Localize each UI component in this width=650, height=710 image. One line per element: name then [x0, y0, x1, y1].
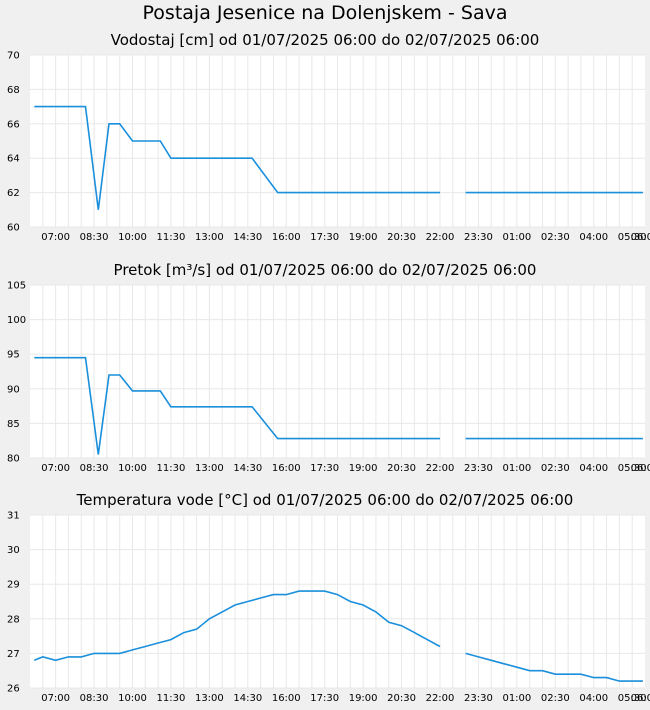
y-tick-label: 62: [7, 188, 20, 199]
x-tick-label: 10:00: [118, 232, 147, 243]
x-tick-label: 13:00: [195, 463, 224, 474]
y-tick-label: 31: [7, 511, 20, 522]
x-tick-label: 20:30: [387, 463, 416, 474]
x-tick-label: 01:00: [502, 693, 531, 704]
y-tick-label: 30: [7, 545, 20, 556]
x-tick-label: 07:00: [41, 232, 70, 243]
series-line: [34, 356, 440, 455]
x-tick-label: 01:00: [502, 232, 531, 243]
x-tick-label: 11:30: [157, 693, 186, 704]
water-level-chart: Vodostaj [cm] od 01/07/2025 06:00 do 02/…: [7, 31, 650, 243]
y-tick-label: 27: [7, 649, 20, 660]
x-tick-label: 01:00: [502, 463, 531, 474]
y-tick-label: 66: [7, 119, 20, 130]
x-tick-label: 16:00: [272, 463, 301, 474]
x-tick-label: 08:30: [80, 463, 109, 474]
y-tick-label: 64: [7, 154, 20, 165]
chart-title: Vodostaj [cm] od 01/07/2025 06:00 do 02/…: [111, 31, 540, 49]
y-tick-label: 90: [7, 384, 20, 395]
x-tick-label: 07:00: [41, 693, 70, 704]
x-tick-label: 13:00: [195, 693, 224, 704]
x-tick-label: 06:00: [631, 693, 650, 704]
y-tick-label: 26: [7, 684, 20, 695]
y-tick-label: 85: [7, 419, 20, 430]
y-tick-label: 95: [7, 350, 20, 361]
x-tick-label: 23:30: [464, 463, 493, 474]
x-tick-label: 10:00: [118, 463, 147, 474]
x-tick-label: 06:00: [631, 232, 650, 243]
discharge-chart: Pretok [m³/s] od 01/07/2025 06:00 do 02/…: [7, 261, 650, 474]
x-tick-label: 11:30: [157, 232, 186, 243]
series-line: [34, 105, 440, 210]
x-tick-label: 04:00: [579, 232, 608, 243]
x-tick-label: 13:00: [195, 232, 224, 243]
y-tick-label: 105: [7, 281, 26, 292]
x-tick-label: 20:30: [387, 232, 416, 243]
x-tick-label: 02:30: [541, 693, 570, 704]
y-tick-label: 100: [7, 315, 26, 326]
x-tick-label: 14:30: [233, 693, 262, 704]
y-tick-label: 28: [7, 614, 20, 625]
x-tick-label: 17:30: [310, 463, 339, 474]
x-tick-label: 19:00: [349, 693, 378, 704]
x-tick-label: 14:30: [233, 232, 262, 243]
y-tick-label: 68: [7, 85, 20, 96]
page-title: Postaja Jesenice na Dolenjskem - Sava: [142, 2, 508, 24]
x-tick-label: 11:30: [157, 463, 186, 474]
x-tick-label: 23:30: [464, 693, 493, 704]
x-tick-label: 08:30: [80, 232, 109, 243]
x-tick-label: 22:00: [426, 463, 455, 474]
x-tick-label: 10:00: [118, 693, 147, 704]
x-tick-label: 17:30: [310, 232, 339, 243]
x-tick-label: 07:00: [41, 463, 70, 474]
x-tick-label: 05:30: [618, 693, 647, 704]
x-tick-label: 05:30: [618, 463, 647, 474]
chart-title: Pretok [m³/s] od 01/07/2025 06:00 do 02/…: [114, 261, 537, 279]
y-tick-label: 29: [7, 580, 20, 591]
x-tick-label: 02:30: [541, 232, 570, 243]
water-temperature-chart: Temperatura vode [°C] od 01/07/2025 06:0…: [7, 491, 650, 704]
x-tick-label: 16:00: [272, 693, 301, 704]
x-tick-label: 06:00: [631, 463, 650, 474]
y-tick-label: 80: [7, 454, 20, 465]
x-tick-label: 14:30: [233, 463, 262, 474]
y-tick-label: 60: [7, 223, 20, 234]
chart-title: Temperatura vode [°C] od 01/07/2025 06:0…: [76, 491, 574, 509]
x-tick-label: 02:30: [541, 463, 570, 474]
x-tick-label: 16:00: [272, 232, 301, 243]
x-tick-label: 20:30: [387, 693, 416, 704]
x-tick-label: 22:00: [426, 232, 455, 243]
x-tick-label: 19:00: [349, 232, 378, 243]
x-tick-label: 05:30: [618, 232, 647, 243]
series-line: [465, 652, 643, 682]
series-line: [34, 590, 441, 662]
y-tick-label: 70: [7, 51, 20, 62]
x-tick-label: 19:00: [349, 463, 378, 474]
x-tick-label: 17:30: [310, 693, 339, 704]
x-tick-label: 22:00: [426, 693, 455, 704]
x-tick-label: 08:30: [80, 693, 109, 704]
x-tick-label: 04:00: [579, 463, 608, 474]
x-tick-label: 04:00: [579, 693, 608, 704]
x-tick-label: 23:30: [464, 232, 493, 243]
